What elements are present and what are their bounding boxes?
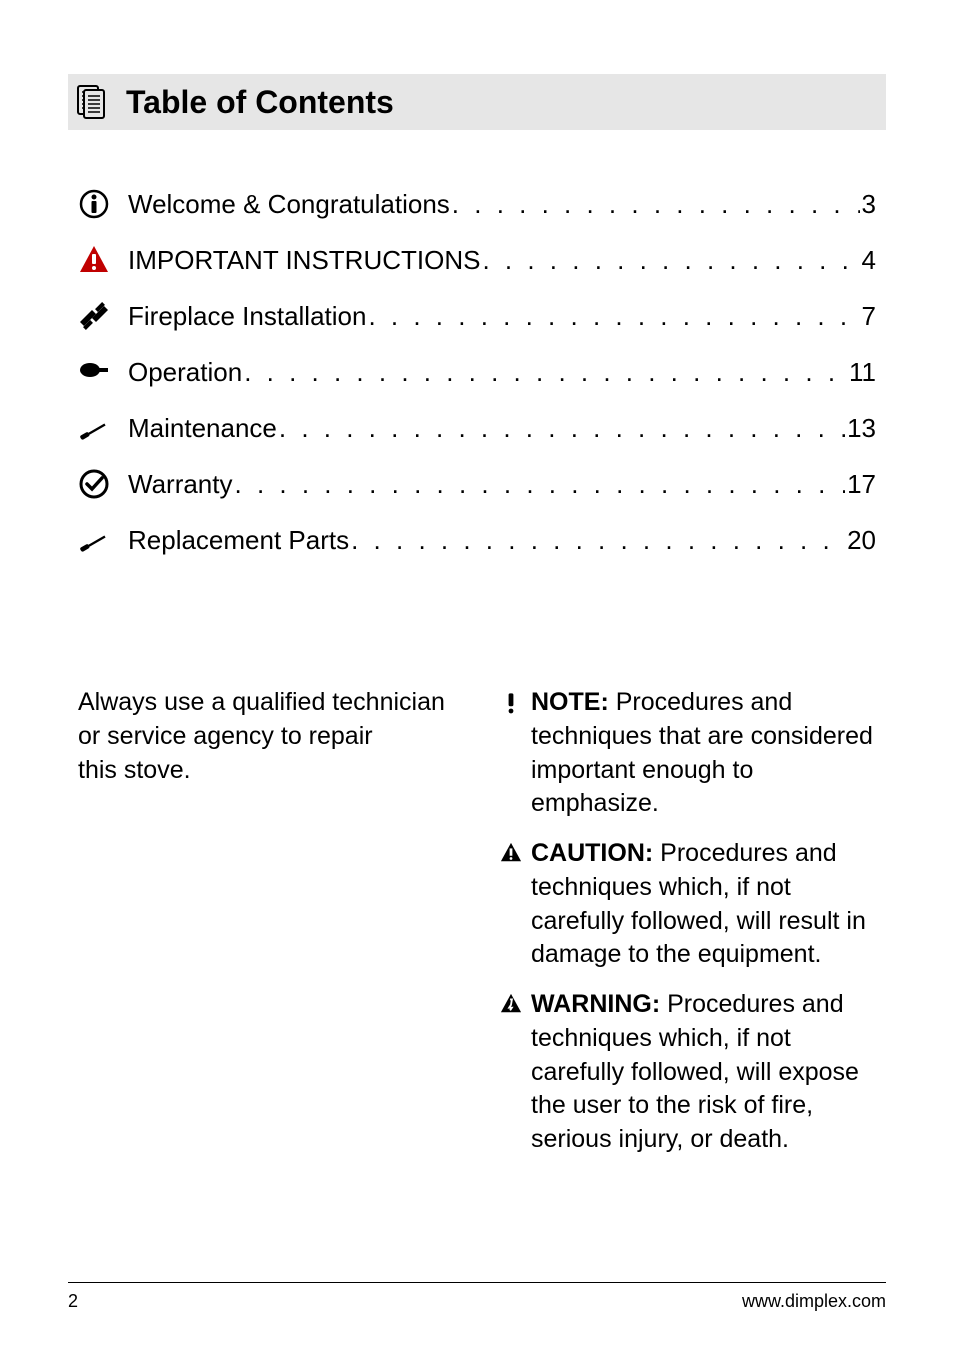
header-bar: Table of Contents xyxy=(68,74,886,130)
legend-item: CAUTION: Procedures and techniques which… xyxy=(497,837,876,972)
legend: NOTE: Procedures and techniques that are… xyxy=(497,686,876,1173)
toc-dots xyxy=(351,525,845,556)
toc-item: Welcome & Congratulations 3 xyxy=(78,188,876,220)
legend-item: WARNING: Procedures and techniques which… xyxy=(497,988,876,1157)
bottom-section: Always use a qualified technician or ser… xyxy=(68,686,886,1173)
toc-item: Fireplace Installation 7 xyxy=(78,300,876,332)
legend-label: WARNING: xyxy=(531,990,660,1018)
toc-label: Maintenance xyxy=(128,413,277,444)
toc-dots xyxy=(244,357,847,388)
toc-page: 17 xyxy=(847,469,876,500)
toc-dots xyxy=(368,301,859,332)
toc-item: Maintenance 13 xyxy=(78,412,876,444)
toc-page: 11 xyxy=(849,357,876,388)
toc-page: 3 xyxy=(862,189,876,220)
toc-label: Operation xyxy=(128,357,242,388)
footer-url: www.dimplex.com xyxy=(742,1291,886,1312)
page-number: 2 xyxy=(68,1291,78,1312)
toc-item: IMPORTANT INSTRUCTIONS 4 xyxy=(78,244,876,276)
toc-dots xyxy=(452,189,860,220)
document-icon xyxy=(72,82,112,122)
pointer-icon xyxy=(78,356,118,388)
toc-page: 20 xyxy=(847,525,876,556)
legend-item: NOTE: Procedures and techniques that are… xyxy=(497,686,876,821)
toc-dots xyxy=(235,469,846,500)
toc-item: Warranty 17 xyxy=(78,468,876,500)
screwdriver-icon xyxy=(78,412,118,444)
toc-dots xyxy=(279,413,845,444)
technician-note: Always use a qualified technician or ser… xyxy=(78,686,457,1173)
toc-label: IMPORTANT INSTRUCTIONS xyxy=(128,245,480,276)
tools-icon xyxy=(78,300,118,332)
toc-item: Operation 11 xyxy=(78,356,876,388)
toc-page: 7 xyxy=(862,301,876,332)
toc-page: 13 xyxy=(847,413,876,444)
legend-text: WARNING: Procedures and techniques which… xyxy=(531,988,876,1157)
check-circle-icon xyxy=(78,468,118,500)
legend-label: NOTE: xyxy=(531,688,609,716)
toc-dots xyxy=(482,245,859,276)
screwdriver-icon xyxy=(78,524,118,556)
legend-text: CAUTION: Procedures and techniques which… xyxy=(531,837,876,972)
note-icon xyxy=(497,686,525,821)
info-icon xyxy=(78,188,118,220)
toc-label: Warranty xyxy=(128,469,233,500)
toc-label: Fireplace Installation xyxy=(128,301,366,332)
toc-label: Replacement Parts xyxy=(128,525,349,556)
caution-icon xyxy=(497,837,525,972)
legend-label: CAUTION: xyxy=(531,839,653,867)
page-title: Table of Contents xyxy=(126,84,394,121)
toc-label: Welcome & Congratulations xyxy=(128,189,450,220)
warning-icon xyxy=(497,988,525,1157)
warning-red-icon xyxy=(78,244,118,276)
legend-text: NOTE: Procedures and techniques that are… xyxy=(531,686,876,821)
toc-page: 4 xyxy=(862,245,876,276)
toc-item: Replacement Parts 20 xyxy=(78,524,876,556)
footer: 2 www.dimplex.com xyxy=(68,1282,886,1312)
toc-list: Welcome & Congratulations 3 IMPORTANT IN… xyxy=(68,188,886,556)
